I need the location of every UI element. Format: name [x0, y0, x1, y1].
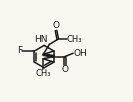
Text: CH₃: CH₃: [67, 35, 82, 44]
Text: HN: HN: [34, 35, 48, 44]
Text: CH₃: CH₃: [35, 69, 51, 78]
Text: O: O: [53, 21, 60, 30]
Text: F: F: [17, 47, 22, 55]
Text: OH: OH: [73, 49, 87, 58]
Text: O: O: [61, 65, 68, 74]
